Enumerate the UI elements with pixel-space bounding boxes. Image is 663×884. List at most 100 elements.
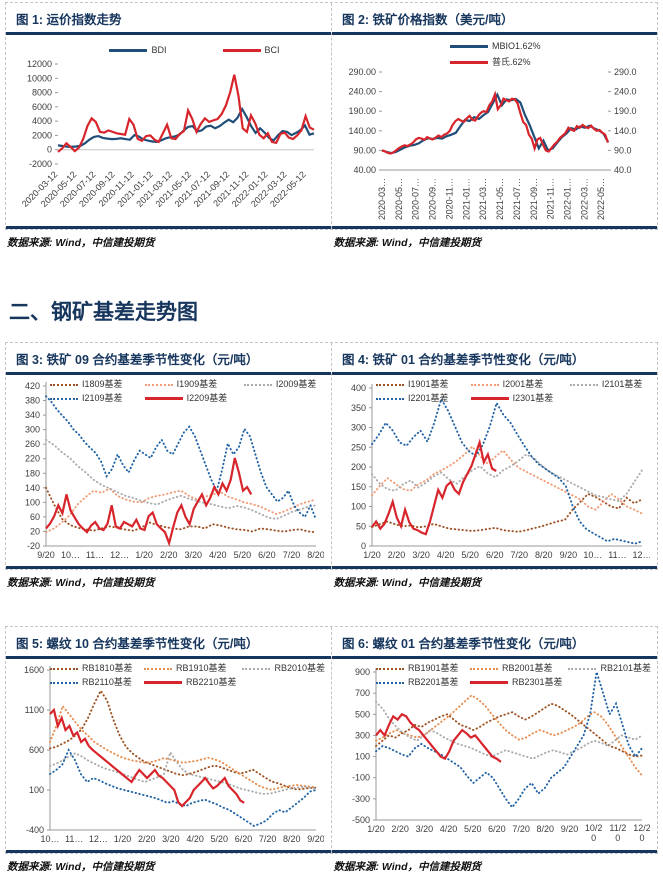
svg-text:2021-07…: 2021-07… (512, 178, 522, 220)
legend-label: I1809基差 (82, 379, 123, 389)
legend-swatch (376, 667, 404, 670)
svg-text:7/20: 7/20 (512, 824, 530, 834)
legend-item: RB2001基差 (469, 663, 568, 674)
svg-text:-2000: -2000 (29, 159, 52, 169)
chart-legend: I1901基差 I2001基差 I2101基差 I2201基差 I2301基差 (376, 379, 651, 404)
svg-text:3/20: 3/20 (412, 550, 430, 560)
legend-swatch (242, 667, 271, 670)
legend-label: RB1810基差 (82, 663, 133, 673)
series-RB2101基差 (375, 700, 643, 760)
legend-item: BDI (109, 45, 167, 56)
figure-row-2: 图 3: 铁矿 09 合约基差季节性变化（元/吨） I1809基差 I1909基差… (5, 342, 658, 570)
series-RB2010基差 (49, 750, 317, 795)
figure-3-title: 图 3: 铁矿 09 合约基差季节性变化（元/吨） (6, 343, 331, 375)
svg-text:190.00: 190.00 (348, 106, 376, 116)
svg-text:700: 700 (355, 688, 370, 698)
chart-legend: BDI BCI (70, 45, 319, 56)
svg-text:1100: 1100 (25, 705, 44, 715)
legend-item: 普氏.62% (450, 57, 531, 68)
svg-text:2022-01…: 2022-01… (562, 178, 572, 220)
svg-text:90.00: 90.00 (353, 145, 376, 155)
data-source: 数据来源: Wind，中信建投期货 (333, 237, 481, 249)
series-I2209基差 (45, 457, 253, 547)
legend-item: I1909基差 (144, 379, 244, 390)
svg-text:6/20: 6/20 (235, 834, 253, 844)
svg-text:2022-05…: 2022-05… (596, 178, 606, 220)
svg-text:9/20: 9/20 (560, 550, 578, 560)
legend-label: BCI (264, 45, 280, 55)
svg-text:1/20: 1/20 (363, 550, 381, 560)
legend-label: RB2210基差 (185, 677, 237, 687)
series-RB2110基差 (49, 747, 317, 828)
svg-text:8/20: 8/20 (535, 550, 553, 560)
svg-text:2021-11…: 2021-11… (546, 178, 556, 219)
legend-swatch (50, 667, 78, 670)
data-source: 数据来源: Wind，中信建投期货 (333, 861, 481, 873)
svg-text:6/20: 6/20 (258, 550, 276, 560)
series-I1901基差 (371, 492, 643, 533)
svg-text:40.0: 40.0 (614, 165, 632, 175)
figure-4-title: 图 4: 铁矿 01 合约基差季节性变化（元/吨） (332, 343, 657, 375)
svg-text:3/20: 3/20 (185, 550, 203, 560)
figure-2: 图 2: 铁矿价格指数（美元/吨） MBIO1.62% 普氏.62% 290.00 2… (331, 3, 657, 229)
legend-label: I2009基差 (275, 379, 317, 389)
chart-legend: MBIO1.62% 普氏.62% (450, 41, 541, 68)
svg-text:10000: 10000 (27, 73, 52, 83)
legend-item: BCI (222, 45, 280, 56)
series-RB2001基差 (375, 694, 643, 777)
svg-text:900: 900 (355, 667, 370, 677)
legend-item: RB1810基差 (50, 663, 144, 674)
series-I2109基差 (45, 395, 317, 521)
svg-text:2/20: 2/20 (160, 550, 178, 560)
figure-6: 图 6: 螺纹 01 合约基差季节性变化（元/吨） RB1901基差 RB2001… (331, 627, 657, 853)
svg-text:340: 340 (25, 410, 40, 420)
svg-text:6000: 6000 (32, 102, 52, 112)
svg-text:8/20: 8/20 (537, 824, 555, 834)
svg-text:400: 400 (351, 383, 366, 393)
svg-text:3/20: 3/20 (162, 834, 180, 844)
svg-text:220: 220 (25, 454, 40, 464)
svg-text:60: 60 (30, 512, 40, 522)
legend-label: I2301基差 (512, 393, 554, 403)
series-RB1810基差 (49, 688, 317, 791)
legend-swatch (243, 383, 272, 386)
figure-1-title: 图 1: 运价指数走势 (6, 3, 331, 35)
svg-text:240.0: 240.0 (614, 87, 637, 97)
legend-item: RB2210基差 (143, 677, 242, 688)
chart-canvas: 420 380 340 300 260 220 180 140 100 60 20 -209/20 10… (25, 381, 324, 560)
svg-text:4/20: 4/20 (209, 550, 227, 560)
svg-text:12000: 12000 (27, 59, 52, 69)
legend-item: I2301基差 (470, 393, 570, 404)
figure-4: 图 4: 铁矿 01 合约基差季节性变化（元/吨） I1901基差 I2001基差… (331, 343, 657, 569)
legend-swatch (569, 383, 598, 386)
svg-text:7/20: 7/20 (283, 550, 301, 560)
svg-text:240.00: 240.00 (348, 87, 376, 97)
svg-text:350: 350 (351, 403, 366, 413)
svg-text:5/20: 5/20 (211, 834, 229, 844)
figure-3-chart: I1809基差 I1909基差 I2009基差 I2109基差 I2209基差 420 38… (6, 375, 331, 569)
series-RB2210基差 (49, 707, 245, 808)
chart-legend: I1809基差 I1909基差 I2009基差 I2109基差 I2209基差 (50, 379, 325, 404)
svg-text:4/20: 4/20 (186, 834, 204, 844)
source-row-2: 数据来源: Wind，中信建投期货 数据来源: Wind，中信建投期货 (5, 575, 658, 590)
legend-swatch (376, 397, 404, 400)
svg-text:10…: 10… (40, 834, 59, 844)
svg-text:260: 260 (25, 439, 40, 449)
svg-text:1/20: 1/20 (135, 550, 153, 560)
legend-item: RB2301基差 (469, 677, 568, 688)
svg-text:6/20: 6/20 (488, 824, 506, 834)
svg-text:1/20: 1/20 (367, 824, 385, 834)
svg-text:11…: 11… (608, 550, 626, 560)
svg-text:2021-09…: 2021-09… (529, 178, 539, 220)
legend-label: I1909基差 (176, 379, 218, 389)
series-I1809基差 (45, 486, 317, 534)
figure-5-title: 图 5: 螺纹 10 合约基差季节性变化（元/吨） (6, 627, 331, 659)
svg-text:7/20: 7/20 (259, 834, 277, 844)
series-I2101基差 (371, 453, 643, 503)
svg-text:7/20: 7/20 (511, 550, 529, 560)
svg-text:2020-09…: 2020-09… (428, 178, 438, 220)
series-I2009基差 (45, 438, 317, 521)
svg-text:100: 100 (355, 752, 370, 762)
legend-swatch (222, 49, 261, 52)
